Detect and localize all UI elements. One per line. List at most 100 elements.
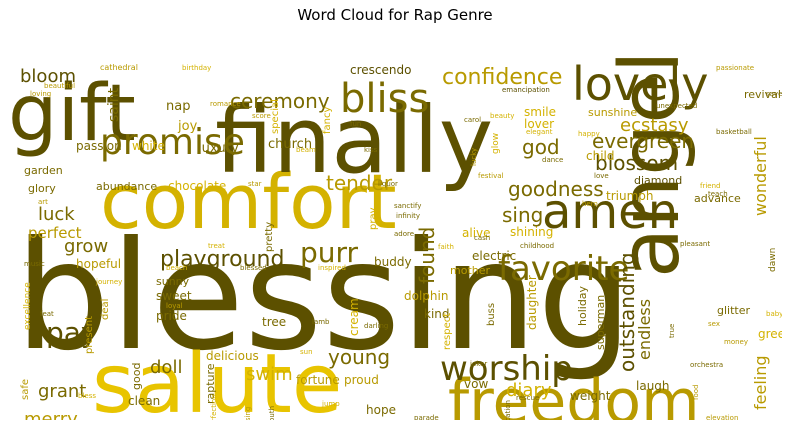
word-joker: joker [469,360,487,368]
word-liquor: liquor [378,180,398,188]
word-faith: faith [438,243,454,251]
word-goodness: goodness [508,177,604,201]
word-deal: deal [100,299,111,320]
word-loyal: loyal [166,302,183,310]
word-carol: carol [464,116,481,124]
word-superman: superman [594,295,607,350]
word-mother: mother [450,264,490,277]
word-emancipation: emancipation [502,86,550,94]
word-white: white [132,139,165,153]
word-tender: tender [326,171,393,195]
word-happy: happy [578,130,600,138]
word-glitter: glitter [717,304,750,317]
word-fancy: fancy [322,107,333,134]
word-saint: saint [106,87,122,122]
word-cream: cream [347,298,361,336]
word-delicious: delicious [206,349,259,363]
word-star: star [248,180,262,188]
chart-title: Word Cloud for Rap Genre [297,6,493,24]
word-kind: kind [424,307,450,321]
word-bless: bless [78,392,96,400]
word-bloom: bloom [20,66,76,87]
word-finally: finally [215,87,493,194]
word-festival: festival [478,172,504,180]
word-sunshine: sunshine [588,106,637,119]
word-pretty: pretty [264,222,275,252]
word-lover: lover [524,117,554,131]
word-sex: sex [708,320,720,328]
word-worship: worship [440,349,573,389]
word-youth: youth [268,406,276,420]
word-confidence: confidence [442,65,562,90]
word-food: food [692,385,700,400]
word-fortune: fortune [296,373,340,387]
word-beautiful: beautiful [44,82,75,90]
word-art: art [38,198,48,206]
word-joy: joy [177,119,198,134]
word-true: true [668,324,676,338]
word-purr: purr [300,236,359,269]
word-swim: swim [246,364,293,385]
word-endless: endless [635,299,654,360]
word-gift: gift [10,69,136,159]
word-teach: teach [708,190,728,198]
word-sanctify: sanctify [394,202,421,210]
word-dolphin: dolphin [404,289,448,303]
word-inspired: inspired [318,264,346,272]
word-pay: pay [46,316,98,349]
word-cloud: blessing comfort finally gift salute angel fre… [10,30,782,420]
word-alive: alive [462,226,491,240]
word-angel: angel [603,50,698,278]
word-parade: parade [414,414,439,420]
word-luck: luck [38,204,75,225]
word-glory: glory [28,182,56,195]
word-fun: fun [350,120,361,128]
word-passion: passion [76,139,122,153]
word-romance: romance [210,100,241,108]
word-sing: sing [502,203,543,227]
word-vow: vow [464,377,488,391]
word-freedom: freedom [448,367,700,420]
word-respect: respect [442,313,453,350]
word-nap: nap [166,99,190,114]
word-beauty: beauty [490,112,514,120]
word-merry: merry [24,409,78,420]
word-blossom: blossom [595,151,678,175]
word-ceremony: ceremony [230,89,330,113]
word-favorite: favorite [498,249,629,289]
word-special: special [270,99,281,134]
word-daughter: daughter [525,275,539,330]
word-rapture: rapture [204,363,217,404]
word-luxury: luxury [198,141,239,156]
word-god: god [522,135,560,159]
word-doll: doll [150,357,182,378]
word-pride: pride [156,309,187,323]
word-unexpected: unexpected [656,102,697,110]
word-money: money [724,338,748,346]
word-evergreen: evergreen [592,129,694,153]
word-passionate: passionate [716,64,754,72]
word-proud: proud [344,373,379,387]
word-promise: promise [100,122,245,163]
word-music: music [24,260,45,268]
word-shining: shining [510,225,553,239]
word-ecstasy: ecstasy [620,115,689,136]
word-kiss: kiss [364,146,378,154]
word-vacation: vacation [504,400,512,420]
word-child: child [586,149,615,163]
word-church: church [268,137,312,152]
word-blessing: blessing [15,210,632,384]
word-darling: darling [364,322,388,330]
word-cash: cash [474,234,490,242]
word-salute: salute [92,337,342,420]
word-loving: loving [30,90,51,98]
word-diary: diary [506,380,552,401]
word-treat: treat [208,242,225,250]
word-sweet: sweet [156,289,192,303]
word-baby: baby [766,310,782,318]
word-dawn: dawn [768,248,778,272]
word-rising: rising [244,407,252,420]
word-present: present [84,316,95,354]
word-hope: hope [366,403,396,417]
word-infinity: infinity [396,212,420,220]
